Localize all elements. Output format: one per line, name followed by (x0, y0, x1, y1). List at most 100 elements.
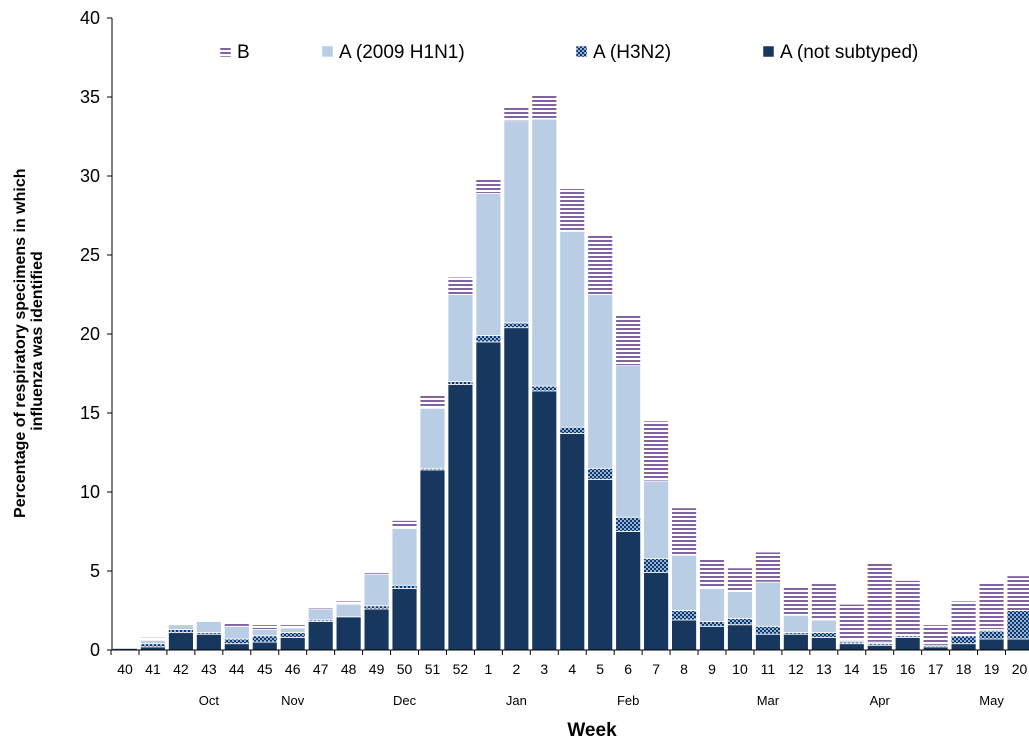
bar-b-week-17 (922, 624, 949, 646)
bar-a-h3n2-week-10 (727, 618, 753, 626)
bar-a-not-subtyped-week-46 (279, 636, 306, 651)
x-tick-label: 16 (900, 661, 916, 677)
month-label-mar: Mar (757, 693, 780, 708)
bar-a-not-subtyped-week-5 (587, 478, 614, 651)
month-label-jan: Jan (506, 693, 527, 708)
bar-a-not-subtyped-week-2 (503, 327, 530, 651)
month-label-nov: Nov (281, 693, 305, 708)
bar-a-2009-h1n1-week-52 (447, 294, 474, 382)
x-tick-label: 44 (229, 661, 245, 677)
bar-a-h3n2-week-2 (503, 322, 530, 329)
bar-a-not-subtyped-week-52 (447, 384, 474, 651)
bar-a-2009-h1n1-week-48 (335, 603, 362, 618)
x-tick-label: 17 (928, 661, 944, 677)
bar-a-not-subtyped-week-48 (335, 616, 362, 651)
bar-b-week-11 (755, 551, 781, 583)
bar-a-2009-h1n1-week-50 (391, 527, 418, 586)
bar-a-2009-h1n1-week-46 (279, 627, 306, 634)
x-tick-label: 18 (956, 661, 972, 677)
y-tick-label: 25 (80, 245, 100, 265)
legend-swatch-a-h3n2 (575, 45, 588, 58)
bar-a-2009-h1n1-week-8 (671, 554, 697, 611)
bar-a-2009-h1n1-week-49 (363, 573, 390, 607)
y-ticks: 0 5 10 15 20 25 30 35 40 (80, 8, 112, 660)
bar-a-not-subtyped-week-7 (643, 572, 669, 651)
bar-a-h3n2-week-52 (447, 380, 474, 385)
bar-a-h3n2-week-49 (363, 605, 390, 610)
x-tick-label: 5 (596, 661, 604, 677)
bar-b-week-7 (643, 420, 669, 482)
bar-b-week-18 (950, 600, 977, 637)
bar-a-2009-h1n1-week-4 (559, 230, 586, 428)
bar-a-h3n2-week-44 (223, 638, 250, 645)
bar-a-2009-h1n1-week-7 (643, 480, 669, 559)
bar-a-h3n2-week-13 (810, 632, 837, 638)
bar-a-not-subtyped-week-15 (866, 644, 893, 651)
bar-a-not-subtyped-week-42 (168, 632, 194, 651)
bar-b-week-46 (279, 624, 306, 629)
x-tick-label: 7 (652, 661, 660, 677)
month-label-dec: Dec (393, 693, 417, 708)
bar-a-2009-h1n1-week-41 (140, 640, 166, 645)
bar-b-week-1 (475, 178, 502, 194)
y-tick-label: 0 (90, 640, 100, 660)
month-label-may: May (979, 693, 1004, 708)
x-tick-label: 11 (761, 661, 776, 677)
legend-label-a-h3n2: A (H3N2) (593, 42, 671, 63)
x-tick-label: 14 (844, 661, 860, 677)
bar-a-not-subtyped-week-45 (251, 641, 278, 651)
bar-a-2009-h1n1-week-9 (699, 587, 725, 622)
bar-a-not-subtyped-week-10 (727, 624, 753, 651)
legend-label-a-not-subtyped: A (not subtyped) (780, 42, 918, 63)
bar-b-week-2 (503, 106, 530, 122)
x-tick-label: 10 (732, 661, 748, 677)
bar-a-h3n2-week-11 (755, 625, 781, 635)
x-tick-label: 49 (369, 661, 385, 677)
bar-b-week-12 (783, 586, 809, 616)
bar-b-week-9 (699, 557, 725, 589)
y-tick-label: 15 (80, 403, 100, 423)
bar-b-week-19 (978, 581, 1005, 630)
x-tick-label: 51 (425, 661, 441, 677)
bar-a-2009-h1n1-week-5 (587, 294, 614, 469)
bar-a-2009-h1n1-week-1 (475, 192, 502, 336)
x-tick-label: 45 (257, 661, 273, 677)
legend-swatch-a-2009-h1n1 (321, 45, 334, 58)
bar-a-not-subtyped-week-11 (755, 633, 781, 651)
bar-a-2009-h1n1-week-42 (168, 624, 194, 630)
x-tick-label: 12 (788, 661, 804, 677)
bar-a-not-subtyped-week-49 (363, 608, 390, 651)
bar-a-not-subtyped-week-20 (1006, 638, 1029, 651)
bar-a-not-subtyped-week-13 (810, 636, 837, 651)
bar-a-h3n2-week-8 (671, 610, 697, 621)
bar-b-week-41 (140, 636, 166, 641)
bar-a-not-subtyped-week-6 (615, 531, 642, 651)
bar-a-not-subtyped-week-9 (699, 625, 725, 651)
bar-a-not-subtyped-week-51 (419, 469, 446, 651)
bar-a-h3n2-week-46 (279, 632, 306, 638)
bar-b-week-20 (1006, 575, 1029, 611)
x-tick-label: 48 (341, 661, 357, 677)
bar-b-week-45 (251, 624, 278, 630)
x-tick-label: 15 (872, 661, 888, 677)
bar-a-h3n2-week-42 (168, 629, 194, 634)
y-tick-label: 35 (80, 87, 100, 107)
bar-a-h3n2-week-19 (978, 630, 1005, 640)
bar-b-week-10 (727, 567, 753, 592)
bar-b-week-48 (335, 600, 362, 605)
bar-a-not-subtyped-week-3 (531, 390, 558, 651)
bar-a-2009-h1n1-week-44 (223, 625, 250, 640)
x-tick-label: 2 (512, 661, 520, 677)
bar-a-h3n2-week-1 (475, 335, 502, 343)
bar-a-not-subtyped-week-18 (950, 643, 977, 651)
bar-b-week-14 (838, 603, 865, 641)
bar-b-week-4 (559, 188, 586, 232)
bar-a-2009-h1n1-week-6 (615, 365, 642, 518)
month-labels: Oct Nov Dec Jan Feb Mar Apr May (199, 693, 1005, 708)
y-tick-label: 5 (90, 561, 100, 581)
bar-a-2009-h1n1-week-3 (531, 118, 558, 387)
bar-a-not-subtyped-week-43 (195, 633, 222, 651)
bar-a-2009-h1n1-week-2 (503, 120, 530, 324)
x-tick-label: 4 (568, 661, 576, 677)
